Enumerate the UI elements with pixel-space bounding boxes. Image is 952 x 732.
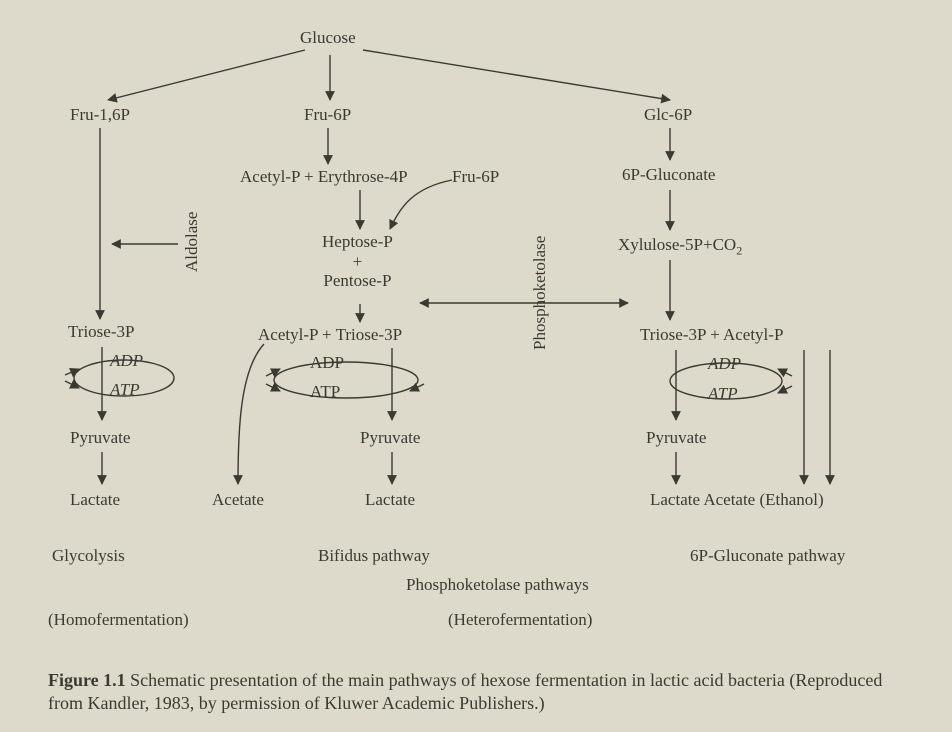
node-acetylp-erythrose: Acetyl-P + Erythrose-4P [240, 167, 408, 187]
node-6pgluconate: 6P-Gluconate [622, 165, 715, 185]
node-atp-right: ATP [708, 384, 738, 404]
node-triose-acetylp: Triose-3P + Acetyl-P [640, 325, 783, 345]
label-6p-gluconate-pathway: 6P-Gluconate pathway [690, 546, 845, 566]
node-atp-left: ATP [110, 380, 140, 400]
node-xylulose-co2-sub: 2 [736, 243, 742, 257]
node-pyruvate-right: Pyruvate [646, 428, 706, 448]
node-triose-left: Triose-3P [68, 322, 134, 342]
node-xylulose-co2-text: Xylulose-5P+CO [618, 235, 736, 254]
node-acetylp-triose: Acetyl-P + Triose-3P [258, 325, 402, 345]
node-acetate-mid: Acetate [212, 490, 264, 510]
node-atp-mid: ATP [310, 382, 340, 402]
node-heptose-pentose: Heptose-P + Pentose-P [322, 232, 393, 291]
node-adp-left: ADP [110, 351, 143, 371]
node-plus: + [353, 252, 363, 271]
label-homo: (Homofermentation) [48, 610, 189, 630]
node-lactate-acetate-ethanol: Lactate Acetate (Ethanol) [650, 490, 824, 510]
label-hetero: (Heterofermentation) [448, 610, 592, 630]
node-glucose: Glucose [300, 28, 356, 48]
label-glycolysis: Glycolysis [52, 546, 125, 566]
node-lactate-left: Lactate [70, 490, 120, 510]
figure-number: Figure 1.1 [48, 670, 126, 690]
enzyme-phosphoketolase: Phosphoketolase [530, 236, 550, 350]
figure-caption-text: Schematic presentation of the main pathw… [48, 670, 882, 713]
node-adp-right: ADP [708, 354, 741, 374]
node-fru6p-side: Fru-6P [452, 167, 499, 187]
node-heptose-p: Heptose-P [322, 232, 393, 251]
enzyme-aldolase: Aldolase [182, 212, 202, 272]
label-bifidus: Bifidus pathway [318, 546, 430, 566]
node-glc6p: Glc-6P [644, 105, 692, 125]
figure-caption: Figure 1.1 Schematic presentation of the… [48, 669, 904, 714]
node-fru6p: Fru-6P [304, 105, 351, 125]
node-adp-mid: ADP [310, 353, 344, 373]
node-xylulose-co2: Xylulose-5P+CO2 [618, 235, 742, 258]
node-fru16p: Fru-1,6P [70, 105, 130, 125]
node-pyruvate-mid: Pyruvate [360, 428, 420, 448]
label-phosphoketolase-pathways: Phosphoketolase pathways [406, 575, 589, 595]
node-pyruvate-left: Pyruvate [70, 428, 130, 448]
node-pentose-p: Pentose-P [323, 271, 391, 290]
node-lactate-mid: Lactate [365, 490, 415, 510]
